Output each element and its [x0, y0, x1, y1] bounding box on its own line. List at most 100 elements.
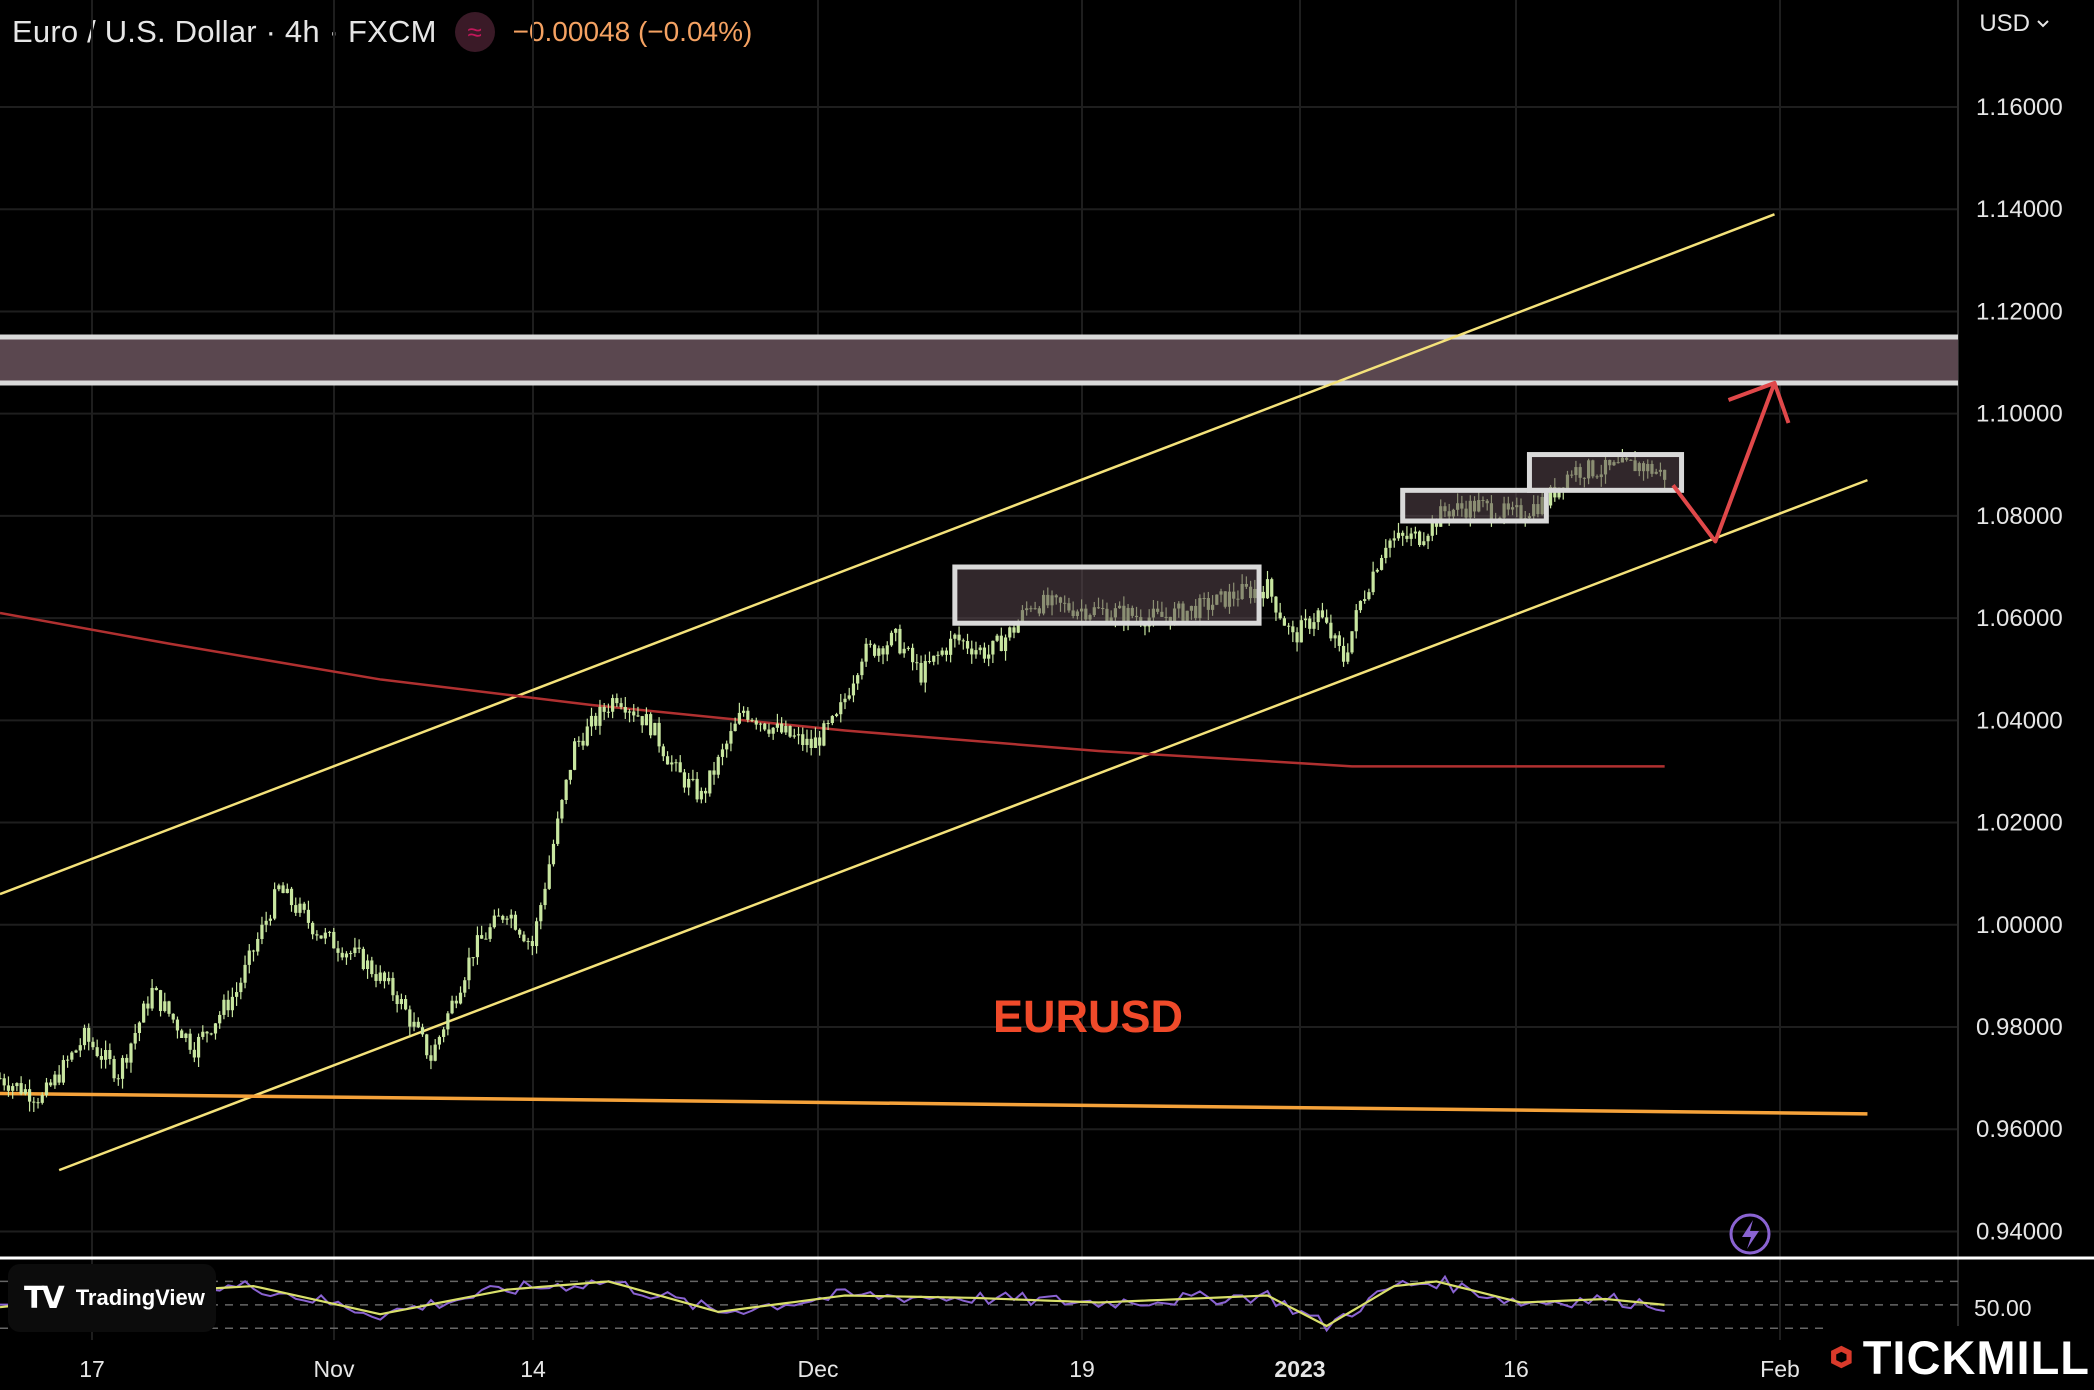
- lightning-icon[interactable]: [1729, 1213, 1771, 1255]
- candle-body: [560, 800, 564, 819]
- candle-body: [826, 723, 830, 725]
- candle-body: [801, 734, 805, 746]
- candle-body: [695, 778, 699, 800]
- candle-body: [27, 1089, 32, 1102]
- candle-body: [725, 743, 729, 750]
- candle-body: [365, 960, 370, 970]
- support-line: [0, 1091, 1868, 1116]
- y-tick-label: 1.16000: [1976, 94, 2063, 121]
- symbol-title[interactable]: Euro / U.S. Dollar · 4h · FXCM: [12, 14, 437, 49]
- candle-body: [1008, 627, 1012, 638]
- rsi-signal-line: [0, 1280, 1665, 1328]
- candle-body: [163, 1001, 167, 1012]
- candle-body: [944, 650, 948, 655]
- candle-body: [196, 1036, 201, 1058]
- candle-body: [19, 1083, 23, 1094]
- candle-body: [1003, 637, 1008, 652]
- candle-body: [936, 654, 940, 656]
- candle-body: [1316, 610, 1320, 623]
- y-tick-label: 0.98000: [1976, 1014, 2063, 1041]
- candle-body: [703, 790, 708, 794]
- candle-body: [505, 918, 509, 920]
- candle-body: [1346, 652, 1350, 662]
- candle-body: [66, 1059, 70, 1061]
- candle-body: [454, 1000, 458, 1004]
- candle-body: [458, 992, 463, 1004]
- candle-body: [1405, 535, 1409, 539]
- candle-body: [775, 723, 779, 728]
- moving-average-line: [0, 611, 1665, 768]
- candle-body: [251, 950, 256, 952]
- candle-body: [881, 648, 885, 655]
- candle-body: [36, 1102, 40, 1104]
- candle-body: [349, 953, 353, 955]
- candle-body: [137, 1022, 142, 1034]
- consolidation-box: [1400, 487, 1549, 524]
- candle-body: [573, 741, 577, 770]
- candle-body: [509, 914, 513, 919]
- candle-body: [344, 953, 349, 958]
- candle-body: [23, 1089, 27, 1094]
- x-tick-label: Feb: [1760, 1356, 1800, 1382]
- candle-body: [1384, 547, 1388, 559]
- candle-body: [1265, 579, 1270, 599]
- candle-body: [205, 1031, 209, 1034]
- currency-label: USD: [1979, 10, 2030, 37]
- candle-body: [382, 972, 387, 982]
- candle-body: [611, 698, 615, 712]
- candle-body: [585, 726, 589, 746]
- candle-body: [995, 635, 999, 641]
- candle-body: [915, 662, 919, 664]
- candle-body: [720, 749, 725, 757]
- candle-body: [484, 938, 488, 940]
- candle-body: [957, 634, 961, 641]
- candle-body: [154, 987, 158, 991]
- candle-body: [911, 647, 915, 663]
- candle-body: [868, 643, 872, 645]
- candle-body: [691, 778, 695, 780]
- candle-body: [1367, 592, 1371, 600]
- candle-body: [44, 1082, 49, 1096]
- candle-body: [239, 982, 243, 993]
- candle-body: [746, 710, 750, 720]
- consolidation-box: [952, 564, 1262, 626]
- candle-body: [818, 737, 822, 746]
- candle-body: [885, 645, 889, 655]
- candle-body: [556, 818, 560, 844]
- candle-body: [843, 698, 847, 703]
- candle-body: [235, 992, 239, 997]
- candle-body: [53, 1074, 57, 1086]
- candle-body: [184, 1033, 188, 1039]
- candle-body: [534, 921, 539, 947]
- currency-selector[interactable]: USD: [1979, 10, 2050, 38]
- candle-body: [480, 935, 484, 939]
- tradingview-logo[interactable]: TV TradingView: [8, 1264, 216, 1332]
- candle-body: [1312, 622, 1316, 629]
- x-tick-label: Nov: [314, 1356, 355, 1382]
- approx-icon[interactable]: ≈: [454, 12, 495, 52]
- candle-body: [357, 947, 361, 949]
- candle-body: [830, 716, 834, 724]
- candle-body: [87, 1027, 91, 1042]
- candle-body: [539, 905, 543, 922]
- candle-body: [264, 920, 268, 925]
- candle-body: [488, 927, 492, 939]
- x-tick-label: 14: [520, 1356, 546, 1382]
- candle-body: [1401, 532, 1405, 536]
- candle-body: [1354, 610, 1358, 632]
- candle-body: [780, 723, 784, 733]
- candle-body: [353, 947, 357, 954]
- candle-body: [813, 737, 818, 749]
- candle-body: [243, 964, 247, 983]
- candle-body: [433, 1044, 437, 1061]
- candle-body: [961, 640, 965, 642]
- resistance-zone: [0, 334, 1958, 386]
- candle-body: [1358, 600, 1363, 611]
- y-tick-label: 1.00000: [1976, 912, 2063, 939]
- candle-body: [218, 1014, 222, 1024]
- candle-body: [268, 918, 272, 921]
- candle-body: [708, 770, 712, 794]
- candle-body: [1363, 599, 1367, 601]
- candle-body: [332, 931, 336, 949]
